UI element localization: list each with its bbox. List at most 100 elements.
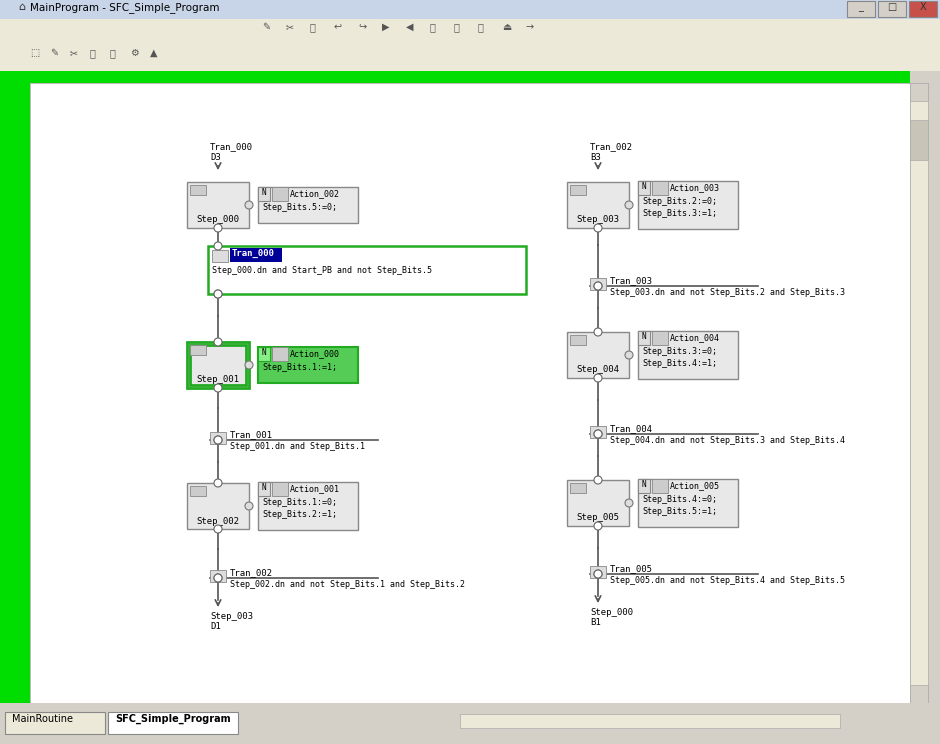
- Text: Step_Bits.3:=1;: Step_Bits.3:=1;: [642, 209, 717, 218]
- Text: →: →: [526, 22, 534, 32]
- Bar: [0, 19, 940, 45]
- Text: N: N: [642, 182, 647, 191]
- Bar: [187, 182, 249, 228]
- Text: Step_005: Step_005: [576, 513, 619, 522]
- Text: ✎: ✎: [50, 48, 58, 58]
- Circle shape: [214, 242, 222, 250]
- Circle shape: [594, 430, 602, 438]
- Text: Action_004: Action_004: [670, 333, 720, 342]
- Circle shape: [214, 479, 222, 487]
- Text: Step_004: Step_004: [576, 365, 619, 374]
- Text: ◀: ◀: [406, 22, 414, 32]
- Text: ⏏: ⏏: [502, 22, 511, 32]
- Circle shape: [214, 224, 222, 232]
- Text: B3: B3: [590, 153, 601, 162]
- Text: SFC_Simple_Program: SFC_Simple_Program: [115, 714, 230, 724]
- Text: ⬚: ⬚: [30, 48, 39, 58]
- Circle shape: [625, 201, 633, 209]
- Text: Action_002: Action_002: [290, 189, 340, 198]
- Bar: [878, 1, 906, 17]
- Bar: [258, 347, 270, 361]
- Bar: [0, 0, 940, 19]
- Bar: [258, 187, 270, 201]
- Bar: [638, 331, 738, 379]
- Text: Tran_003: Tran_003: [610, 276, 653, 285]
- Text: Tran_002: Tran_002: [590, 142, 633, 151]
- Circle shape: [214, 338, 222, 346]
- Bar: [30, 71, 910, 83]
- Bar: [567, 332, 629, 378]
- Bar: [212, 250, 228, 262]
- Bar: [0, 703, 940, 744]
- Text: Step_Bits.2:=0;: Step_Bits.2:=0;: [642, 197, 717, 206]
- Bar: [5, 712, 105, 734]
- Text: Step_000.dn and Start_PB and not Step_Bits.5: Step_000.dn and Start_PB and not Step_Bi…: [212, 266, 432, 275]
- Text: Step_002: Step_002: [196, 516, 240, 525]
- Text: Step_003: Step_003: [210, 612, 253, 621]
- Text: ✂: ✂: [286, 22, 294, 32]
- Bar: [108, 712, 238, 734]
- Circle shape: [214, 436, 222, 444]
- Text: Step_000: Step_000: [590, 608, 633, 617]
- Circle shape: [245, 502, 253, 510]
- Bar: [187, 342, 249, 388]
- Text: ✎: ✎: [262, 22, 270, 32]
- Text: N: N: [261, 188, 266, 197]
- Bar: [590, 566, 606, 578]
- Bar: [638, 331, 650, 345]
- Circle shape: [214, 290, 222, 298]
- Text: Step_Bits.2:=1;: Step_Bits.2:=1;: [262, 510, 337, 519]
- Text: _: _: [858, 2, 864, 12]
- Bar: [652, 479, 668, 493]
- Text: ✂: ✂: [70, 48, 78, 58]
- Circle shape: [594, 374, 602, 382]
- Bar: [258, 482, 358, 530]
- Circle shape: [214, 436, 222, 444]
- Text: D1: D1: [210, 622, 221, 631]
- Text: Tran_000: Tran_000: [210, 142, 253, 151]
- Bar: [258, 347, 358, 383]
- Text: N: N: [642, 332, 647, 341]
- Bar: [210, 570, 226, 582]
- Bar: [190, 345, 206, 355]
- Bar: [570, 185, 586, 195]
- Text: N: N: [642, 480, 647, 489]
- Text: ⬛: ⬛: [110, 48, 116, 58]
- Bar: [570, 335, 586, 345]
- Circle shape: [594, 328, 602, 336]
- Bar: [208, 246, 526, 294]
- Text: ⎘: ⎘: [310, 22, 316, 32]
- Text: □: □: [887, 2, 897, 12]
- Text: Tran_005: Tran_005: [610, 564, 653, 573]
- Bar: [570, 483, 586, 493]
- Circle shape: [594, 570, 602, 578]
- Text: ▲: ▲: [150, 48, 158, 58]
- Text: ▶: ▶: [382, 22, 389, 32]
- Bar: [187, 483, 249, 529]
- Text: Step_001: Step_001: [196, 376, 240, 385]
- Circle shape: [245, 201, 253, 209]
- Circle shape: [214, 525, 222, 533]
- Text: N: N: [261, 348, 266, 357]
- Bar: [210, 432, 226, 444]
- Bar: [30, 83, 910, 703]
- Bar: [272, 347, 288, 361]
- Text: Step_Bits.1:=1;: Step_Bits.1:=1;: [262, 363, 337, 372]
- Text: Step_005.dn and not Step_Bits.4 and Step_Bits.5: Step_005.dn and not Step_Bits.4 and Step…: [610, 576, 845, 585]
- Circle shape: [594, 476, 602, 484]
- Bar: [0, 45, 940, 71]
- Bar: [190, 486, 206, 496]
- Text: ⏹: ⏹: [454, 22, 460, 32]
- Text: Tran_002: Tran_002: [230, 568, 273, 577]
- Text: Step_Bits.4:=0;: Step_Bits.4:=0;: [642, 495, 717, 504]
- Bar: [652, 181, 668, 195]
- Bar: [638, 479, 650, 493]
- Text: Tran_000: Tran_000: [232, 249, 275, 258]
- Circle shape: [214, 574, 222, 582]
- Bar: [190, 345, 246, 385]
- Bar: [847, 1, 875, 17]
- Text: Step_Bits.1:=0;: Step_Bits.1:=0;: [262, 498, 337, 507]
- Text: Action_005: Action_005: [670, 481, 720, 490]
- Bar: [910, 685, 928, 703]
- Text: D3: D3: [210, 153, 221, 162]
